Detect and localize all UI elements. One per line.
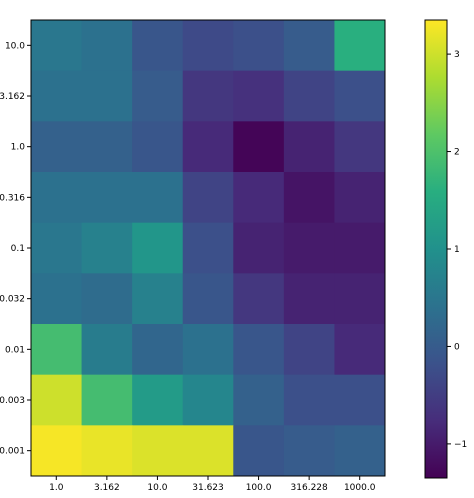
heatmap-cell [31, 172, 83, 224]
x-tick-label: 3.162 [94, 483, 120, 493]
y-tick-label: 10.0 [5, 41, 25, 51]
heatmap-cell [233, 222, 285, 274]
heatmap-cell [132, 273, 184, 325]
heatmap-cell [334, 425, 386, 477]
heatmap-cell [283, 20, 335, 72]
heatmap-cell [182, 273, 234, 325]
heatmap-cell [334, 324, 386, 376]
heatmap-cell [81, 425, 133, 477]
heatmap-cell [233, 121, 285, 173]
colorbar [424, 19, 448, 479]
heatmap-cell [233, 374, 285, 426]
heatmap-cell [31, 374, 83, 426]
heatmap-cell [233, 70, 285, 122]
heatmap-cell [81, 20, 133, 72]
heatmap-cell [81, 273, 133, 325]
heatmap-cell [283, 324, 335, 376]
heatmap-cell [31, 222, 83, 274]
heatmap-cell [81, 324, 133, 376]
heatmap-cell [132, 70, 184, 122]
heatmap-cell [182, 374, 234, 426]
x-tick-label: 1000.0 [344, 483, 376, 493]
y-tick-label: 0.1 [11, 244, 25, 254]
heatmap-cell [233, 425, 285, 477]
heatmap-cell [233, 20, 285, 72]
heatmap-cell [132, 374, 184, 426]
heatmap-cell [81, 374, 133, 426]
heatmap-cell [31, 425, 83, 477]
heatmap-cell [81, 172, 133, 224]
heatmap-cell [182, 425, 234, 477]
heatmap-cell [233, 273, 285, 325]
x-tick-label: 1.0 [49, 483, 64, 493]
heatmap-cell [182, 70, 234, 122]
colorbar-tick-label: 3 [454, 50, 460, 60]
heatmap-cell [283, 121, 335, 173]
heatmap-cell [132, 121, 184, 173]
y-tick-label: 0.003 [0, 396, 25, 406]
x-tick-label: 31.623 [192, 483, 224, 493]
heatmap-cell [283, 374, 335, 426]
heatmap-cell [31, 324, 83, 376]
y-axis: 10.0 3.162 1.0 0.316 0.1 0.032 0.01 0.003 0.001 [0, 41, 31, 457]
colorbar-axis: −1 0 1 2 3 [447, 50, 467, 450]
heatmap-cell [81, 222, 133, 274]
x-tick-label: 10.0 [147, 483, 167, 493]
x-tick-label: 100.0 [246, 483, 272, 493]
heatmap-cell [233, 324, 285, 376]
y-tick-label: 0.01 [5, 345, 25, 355]
heatmap-cell [31, 70, 83, 122]
heatmap-cell [334, 172, 386, 224]
y-tick-label: 1.0 [11, 143, 26, 153]
colorbar-tick-label: 1 [454, 245, 460, 255]
colorbar-tick-label: 2 [454, 148, 460, 158]
heatmap-cell [31, 121, 83, 173]
heatmap-cell [31, 273, 83, 325]
y-tick-label: 0.001 [0, 447, 25, 457]
x-axis: 1.0 3.162 10.0 31.623 100.0 316.228 1000.0 [49, 476, 376, 493]
heatmap-cell [182, 121, 234, 173]
heatmap-cell [182, 222, 234, 274]
heatmap-cell [81, 70, 133, 122]
y-tick-label: 0.316 [0, 193, 25, 203]
heatmap-cell [132, 172, 184, 224]
y-tick-label: 3.162 [0, 92, 25, 102]
heatmap-cell [182, 20, 234, 72]
heatmap-cells [31, 20, 386, 477]
heatmap-cell [81, 121, 133, 173]
x-tick-label: 316.228 [291, 483, 328, 493]
heatmap-cell [182, 172, 234, 224]
colorbar-tick-label: −1 [454, 440, 467, 450]
heatmap-cell [334, 20, 386, 72]
heatmap-cell [334, 121, 386, 173]
y-tick-label: 0.032 [0, 295, 25, 305]
colorbar-tick-label: 0 [454, 342, 460, 352]
heatmap-cell [283, 273, 335, 325]
heatmap-cell [31, 20, 83, 72]
heatmap-cell [132, 20, 184, 72]
heatmap-cell [283, 425, 335, 477]
heatmap-cell [132, 425, 184, 477]
heatmap-cell [334, 222, 386, 274]
heatmap-cell [334, 273, 386, 325]
heatmap-cell [182, 324, 234, 376]
heatmap-cell [283, 222, 335, 274]
heatmap-cell [283, 172, 335, 224]
heatmap-cell [283, 70, 335, 122]
heatmap-cell [132, 324, 184, 376]
heatmap-cell [132, 222, 184, 274]
heatmap-cell [334, 70, 386, 122]
heatmap-cell [334, 374, 386, 426]
heatmap-cell [233, 172, 285, 224]
